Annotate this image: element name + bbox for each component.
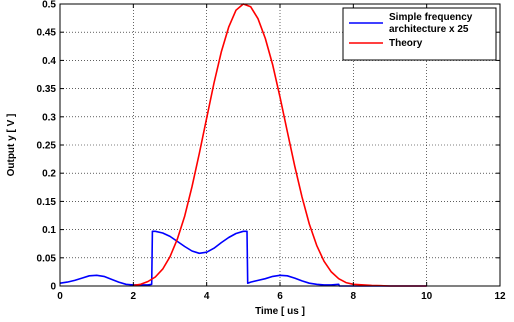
x-axis-label: Time [ us ] (255, 306, 305, 317)
x-tick-label: 8 (351, 291, 357, 302)
legend-box (342, 7, 497, 61)
series-line-2 (133, 3, 427, 287)
legend: Simple frequency architecture x 25 Theory (342, 7, 497, 61)
y-tick-label: 0.3 (42, 112, 56, 123)
y-tick-label: 0.15 (37, 197, 57, 208)
y-tick-label: 0.25 (37, 141, 57, 152)
x-tick-label: 4 (204, 291, 210, 302)
legend-entry-2: Theory (389, 38, 423, 49)
x-tick-label: 10 (421, 291, 433, 302)
y-tick-label: 0.35 (37, 84, 57, 95)
y-tick-label: 0.05 (37, 253, 57, 264)
y-axis-label: Output y [ V ] (6, 114, 17, 177)
y-tick-label: 0.1 (42, 225, 56, 236)
series-line-1 (59, 230, 427, 287)
x-tick-label: 0 (57, 291, 63, 302)
y-tick-label: 0.2 (42, 169, 56, 180)
series-lines (59, 3, 427, 287)
legend-entry-1: Simple frequency architecture x 25 (389, 12, 473, 35)
axis-ticks: 0 2 4 6 8 10 12 0 0.05 0.1 0.15 0.2 0.25 0.3 0.35 0.4 0.… (37, 0, 506, 302)
x-tick-label: 12 (494, 291, 506, 302)
y-tick-label: 0.5 (42, 0, 56, 11)
y-tick-label: 0 (50, 282, 56, 293)
y-tick-label: 0.4 (42, 56, 56, 67)
y-tick-label: 0.45 (37, 28, 57, 39)
x-tick-label: 6 (277, 291, 283, 302)
x-tick-label: 2 (131, 291, 137, 302)
